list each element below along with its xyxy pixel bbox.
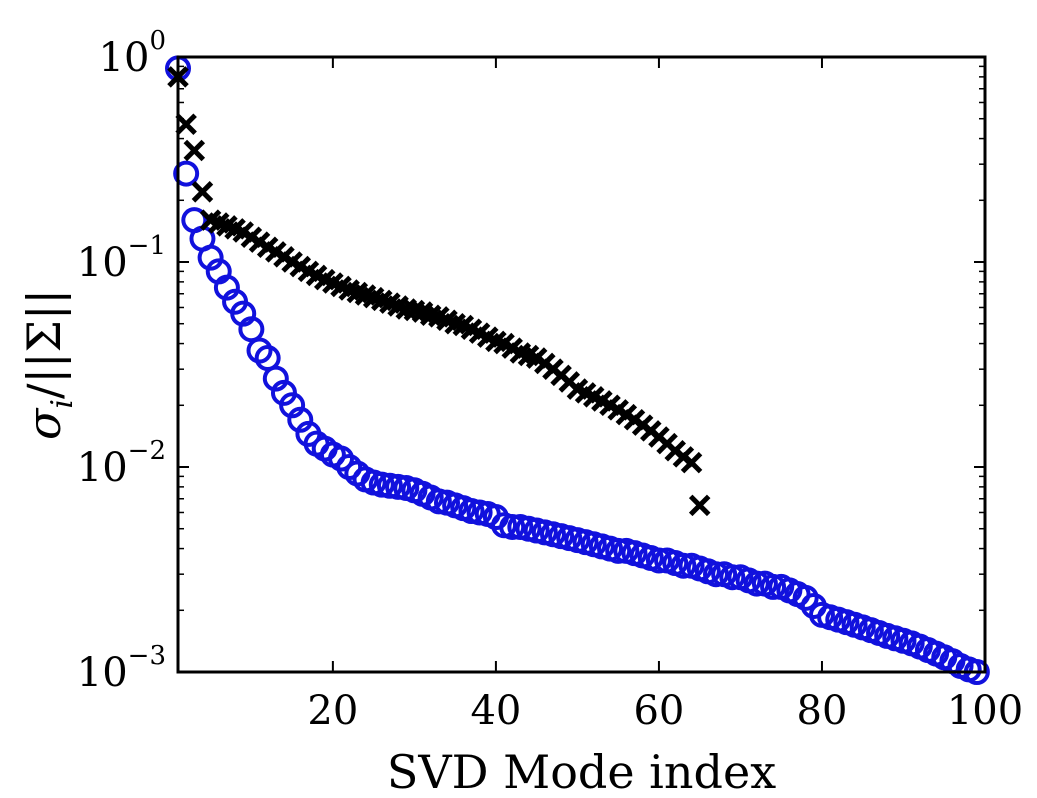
x-tick-label: 80 [797,688,848,734]
plot-frame [176,55,987,674]
y-tick-labels: 100 10−1 10−2 10−3 [77,26,166,696]
circle-marker [287,406,314,433]
cross-marker [680,451,703,474]
circle-marker [197,244,224,271]
y-axis-title-subscript: i [45,399,80,409]
cross-marker [688,494,711,517]
y-axis-title-sigma: σ [17,407,71,440]
x-tick-labels: 20 40 60 80 100 [307,688,1023,734]
x-tick-label: 20 [307,688,358,734]
y-axis-title-norm: /||Σ|| [17,289,71,399]
circle-marker [328,445,355,472]
y-tick-label: 10−2 [77,436,166,491]
circle-marker [213,274,240,301]
y-tick-label: 10−3 [77,641,166,696]
circle-marker [499,513,526,540]
cross-series [167,66,711,517]
circle-marker [743,570,770,597]
circle-marker [645,547,672,574]
circle-marker [760,573,787,600]
cross-marker [175,113,197,135]
cross-marker [183,139,206,162]
circle-marker [792,584,819,611]
tick-marks [178,56,986,673]
x-tick-label: 100 [947,688,1023,734]
cross-marker [191,181,214,203]
circle-marker [670,552,697,579]
x-tick-label: 40 [470,688,521,734]
y-tick-label: 10−1 [77,231,166,286]
circle-marker [173,160,200,187]
x-axis-title: SVD Mode index [387,745,776,798]
circle-marker [703,561,729,588]
circle-marker [279,392,306,419]
circle-marker [238,316,265,343]
circle-marker [605,537,632,564]
circle-series [165,55,990,685]
x-tick-label: 60 [633,688,684,734]
circle-marker [246,337,273,364]
y-tick-label: 100 [99,26,166,81]
circle-marker [262,365,289,392]
y-axis-title: σi/||Σ|| [17,289,80,440]
circle-marker [719,564,746,591]
